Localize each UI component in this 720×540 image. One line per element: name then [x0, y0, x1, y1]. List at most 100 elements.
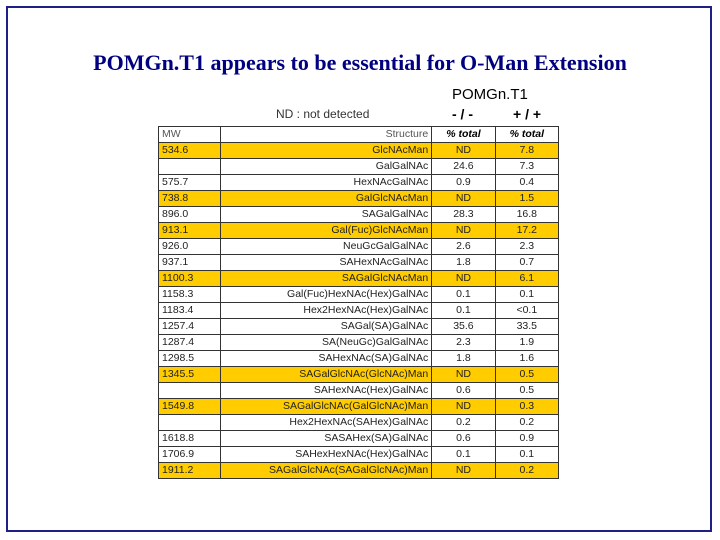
cell-wt-pct: 0.4 [494, 174, 560, 191]
cell-mw: 1618.8 [157, 430, 222, 447]
cell-structure: NeuGcGalGalNAc [220, 238, 433, 255]
table-row: 1257.4 SAGal(SA)GalNAc 35.6 33.5 [157, 318, 560, 335]
cell-wt-pct: 0.2 [494, 414, 560, 431]
cell-structure: Hex2HexNAc(SAHex)GalNAc [220, 414, 433, 431]
cell-ko-pct: 0.9 [431, 174, 496, 191]
header-ko-pct-total: % total [431, 126, 496, 143]
cell-wt-pct: 2.3 [494, 238, 560, 255]
gene-label: POMGn.T1 [452, 86, 528, 103]
cell-mw: 1911.2 [157, 462, 222, 479]
table-row: 1706.9 SAHexHexNAc(Hex)GalNAc 0.1 0.1 [157, 446, 560, 463]
cell-structure: SAGalGlcNAc(SAGalGlcNAc)Man [220, 462, 433, 479]
cell-wt-pct: 0.2 [494, 462, 560, 479]
cell-ko-pct: 1.8 [431, 350, 496, 367]
cell-mw: 1100.3 [157, 270, 222, 287]
cell-mw: 1287.4 [157, 334, 222, 351]
cell-ko-pct: ND [431, 398, 496, 415]
cell-wt-pct: 0.9 [494, 430, 560, 447]
cell-structure: SAHexNAcGalNAc [220, 254, 433, 271]
cell-ko-pct: 2.3 [431, 334, 496, 351]
genotype-wildtype-label: + / + [513, 106, 542, 122]
table-row: 896.0 SAGalGalNAc 28.3 16.8 [157, 206, 560, 223]
cell-ko-pct: 2.6 [431, 238, 496, 255]
cell-structure: SAGalGlcNAc(GlcNAc)Man [220, 366, 433, 383]
cell-mw: 575.7 [157, 174, 222, 191]
cell-structure: SAGalGalNAc [220, 206, 433, 223]
cell-ko-pct: 0.1 [431, 302, 496, 319]
table-row: GalGalNAc 24.6 7.3 [157, 158, 560, 175]
cell-ko-pct: 28.3 [431, 206, 496, 223]
table-row: 926.0 NeuGcGalGalNAc 2.6 2.3 [157, 238, 560, 255]
cell-structure: SAHexHexNAc(Hex)GalNAc [220, 446, 433, 463]
table-row: 1100.3 SAGalGlcNAcMan ND 6.1 [157, 270, 560, 287]
cell-mw: 926.0 [157, 238, 222, 255]
cell-structure: SASAHex(SA)GalNAc [220, 430, 433, 447]
cell-ko-pct: 0.6 [431, 430, 496, 447]
cell-structure: Gal(Fuc)HexNAc(Hex)GalNAc [220, 286, 433, 303]
cell-structure: SAGalGlcNAcMan [220, 270, 433, 287]
table-row: 534.6 GlcNAcMan ND 7.8 [157, 142, 560, 159]
cell-ko-pct: 24.6 [431, 158, 496, 175]
cell-mw [157, 382, 222, 399]
cell-mw: 1549.8 [157, 398, 222, 415]
cell-mw: 1298.5 [157, 350, 222, 367]
table-row: 937.1 SAHexNAcGalNAc 1.8 0.7 [157, 254, 560, 271]
cell-structure: SA(NeuGc)GalGalNAc [220, 334, 433, 351]
table-row: 1298.5 SAHexNAc(SA)GalNAc 1.8 1.6 [157, 350, 560, 367]
cell-structure: GlcNAcMan [220, 142, 433, 159]
cell-wt-pct: 6.1 [494, 270, 560, 287]
cell-structure: Gal(Fuc)GlcNAcMan [220, 222, 433, 239]
cell-wt-pct: 16.8 [494, 206, 560, 223]
cell-ko-pct: 0.1 [431, 286, 496, 303]
cell-structure: GalGlcNAcMan [220, 190, 433, 207]
nd-legend: ND : not detected [276, 107, 370, 121]
table-row: 1618.8 SASAHex(SA)GalNAc 0.6 0.9 [157, 430, 560, 447]
table-row: 1287.4 SA(NeuGc)GalGalNAc 2.3 1.9 [157, 334, 560, 351]
cell-mw: 1183.4 [157, 302, 222, 319]
cell-wt-pct: 1.6 [494, 350, 560, 367]
cell-ko-pct: 0.2 [431, 414, 496, 431]
cell-ko-pct: ND [431, 270, 496, 287]
cell-mw: 1706.9 [157, 446, 222, 463]
cell-structure: Hex2HexNAc(Hex)GalNAc [220, 302, 433, 319]
cell-wt-pct: 7.8 [494, 142, 560, 159]
table-row: 1911.2 SAGalGlcNAc(SAGalGlcNAc)Man ND 0.2 [157, 462, 560, 479]
cell-ko-pct: 35.6 [431, 318, 496, 335]
cell-wt-pct: 1.5 [494, 190, 560, 207]
cell-mw: 1257.4 [157, 318, 222, 335]
table-row: 913.1 Gal(Fuc)GlcNAcMan ND 17.2 [157, 222, 560, 239]
table-row: SAHexNAc(Hex)GalNAc 0.6 0.5 [157, 382, 560, 399]
header-structure: Structure [220, 126, 433, 143]
cell-wt-pct: 0.5 [494, 366, 560, 383]
cell-ko-pct: 0.6 [431, 382, 496, 399]
cell-structure: HexNAcGalNAc [220, 174, 433, 191]
cell-structure: SAHexNAc(SA)GalNAc [220, 350, 433, 367]
cell-mw [157, 158, 222, 175]
cell-wt-pct: 0.1 [494, 446, 560, 463]
cell-wt-pct: 33.5 [494, 318, 560, 335]
cell-ko-pct: ND [431, 222, 496, 239]
slide-frame [6, 6, 712, 532]
table-row: 1183.4 Hex2HexNAc(Hex)GalNAc 0.1 <0.1 [157, 302, 560, 319]
cell-wt-pct: 0.1 [494, 286, 560, 303]
cell-structure: SAHexNAc(Hex)GalNAc [220, 382, 433, 399]
cell-mw: 937.1 [157, 254, 222, 271]
cell-structure: SAGalGlcNAc(GalGlcNAc)Man [220, 398, 433, 415]
cell-ko-pct: ND [431, 366, 496, 383]
header-wt-pct-total: % total [494, 126, 560, 143]
glycan-table: MW Structure % total % total 534.6 GlcNAc… [157, 126, 560, 479]
table-row: Hex2HexNAc(SAHex)GalNAc 0.2 0.2 [157, 414, 560, 431]
cell-wt-pct: 0.3 [494, 398, 560, 415]
cell-ko-pct: ND [431, 190, 496, 207]
cell-ko-pct: 0.1 [431, 446, 496, 463]
cell-mw: 896.0 [157, 206, 222, 223]
table-row: 1345.5 SAGalGlcNAc(GlcNAc)Man ND 0.5 [157, 366, 560, 383]
cell-mw: 534.6 [157, 142, 222, 159]
table-row: 575.7 HexNAcGalNAc 0.9 0.4 [157, 174, 560, 191]
table-row: 1549.8 SAGalGlcNAc(GalGlcNAc)Man ND 0.3 [157, 398, 560, 415]
cell-mw: 1158.3 [157, 286, 222, 303]
cell-structure: GalGalNAc [220, 158, 433, 175]
table-row: 1158.3 Gal(Fuc)HexNAc(Hex)GalNAc 0.1 0.1 [157, 286, 560, 303]
cell-mw: 913.1 [157, 222, 222, 239]
cell-structure: SAGal(SA)GalNAc [220, 318, 433, 335]
